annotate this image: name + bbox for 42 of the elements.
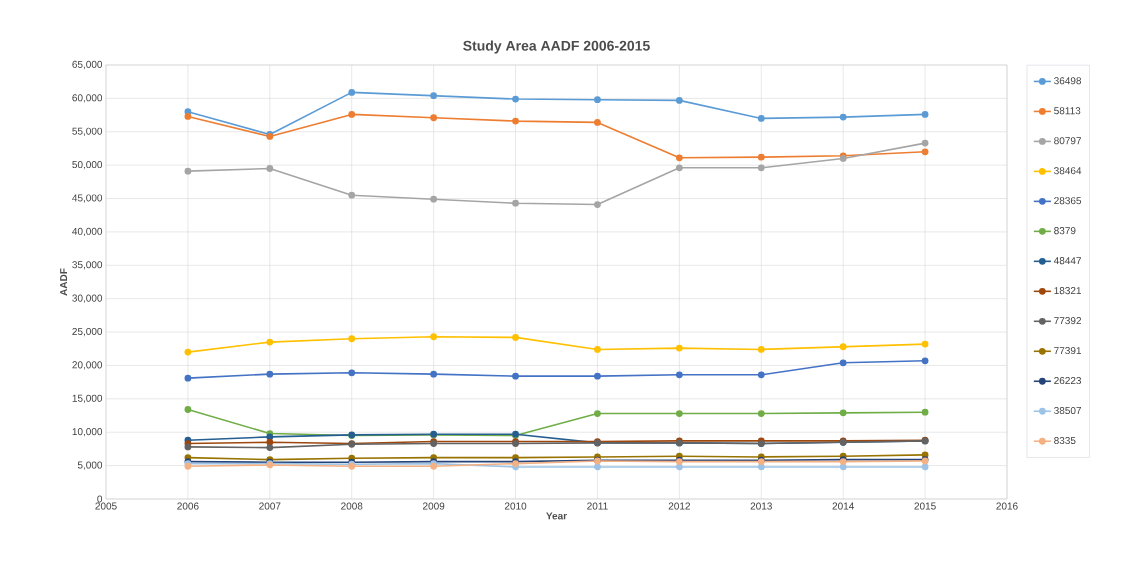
- legend-label: 38507: [1054, 407, 1081, 415]
- x-tick-label: 2015: [914, 502, 936, 510]
- y-tick-label: 65,000: [72, 60, 103, 70]
- legend-label: 77391: [1054, 347, 1082, 355]
- y-tick-label: 5,000: [77, 461, 103, 470]
- y-tick-label: 60,000: [72, 94, 103, 103]
- legend-label: 58113: [1054, 107, 1081, 115]
- x-axis-title: Year: [546, 512, 567, 520]
- y-tick-label: 35,000: [72, 261, 103, 270]
- legend-label: 77392: [1054, 317, 1081, 325]
- x-tick-label: 2008: [341, 502, 363, 510]
- y-axis-title: AADF: [60, 268, 68, 296]
- x-tick-label: 2014: [832, 502, 855, 510]
- x-tick-label: 2007: [259, 502, 281, 510]
- x-tick-label: 2005: [95, 502, 117, 510]
- y-tick-label: 50,000: [72, 161, 103, 170]
- x-tick-label: 2006: [177, 502, 199, 510]
- x-tick-label: 2016: [996, 502, 1018, 510]
- chart-title: Study Area AADF 2006-2015: [463, 40, 650, 54]
- x-tick-label: 2013: [750, 502, 772, 510]
- x-tick-label: 2009: [423, 502, 445, 510]
- x-tick-label: 2012: [668, 502, 690, 510]
- legend-label: 8379: [1054, 227, 1076, 235]
- legend-label: 80797: [1054, 137, 1081, 145]
- legend-label: 26223: [1054, 377, 1082, 385]
- legend-label: 38464: [1054, 167, 1082, 175]
- legend-label: 36498: [1054, 77, 1082, 85]
- legend-label: 28365: [1054, 197, 1082, 205]
- x-tick-label: 2010: [504, 502, 527, 510]
- legend-label: 48447: [1053, 257, 1081, 265]
- y-tick-label: 45,000: [72, 194, 103, 203]
- y-tick-label: 40,000: [72, 227, 103, 237]
- y-tick-label: 30,000: [72, 294, 103, 303]
- y-tick-label: 20,000: [72, 361, 103, 370]
- y-tick-label: 15,000: [72, 394, 103, 403]
- y-tick-label: 25,000: [72, 327, 103, 337]
- legend-label: 18321: [1054, 287, 1082, 295]
- y-tick-label: 0: [97, 495, 103, 503]
- legend-label: 8335: [1054, 436, 1076, 445]
- y-tick-label: 10,000: [72, 428, 103, 437]
- x-tick-label: 2011: [587, 502, 608, 510]
- y-tick-label: 55,000: [72, 127, 103, 136]
